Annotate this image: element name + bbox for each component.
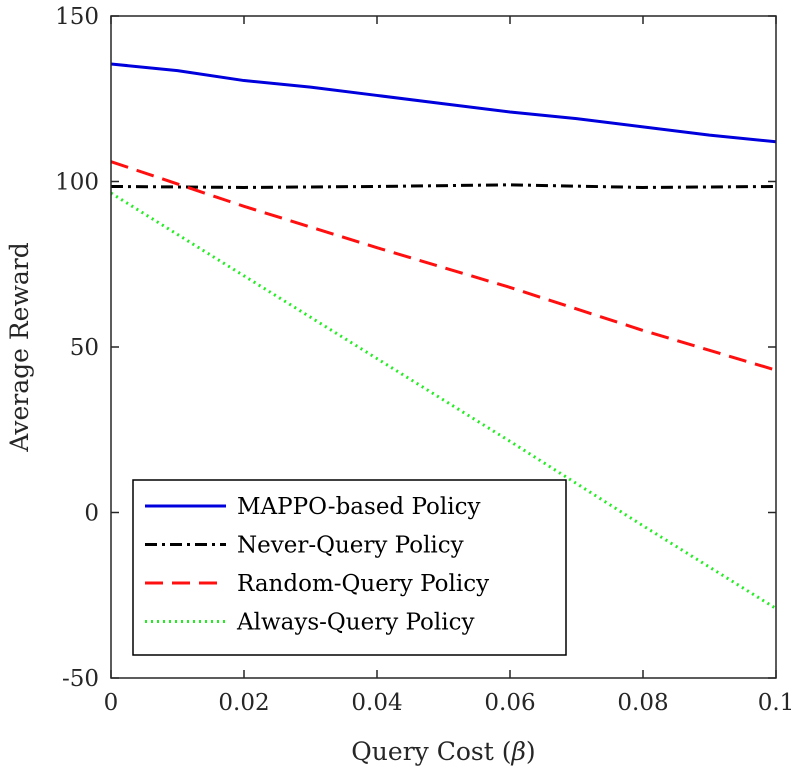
y-tick-label: 0 [84, 501, 99, 527]
legend-label-2: Never-Query Policy [237, 533, 464, 559]
x-tick-label: 0.02 [218, 690, 269, 716]
x-axis-label: Query Cost (β) [351, 737, 535, 766]
axes [110, 15, 777, 679]
x-tick-label: 0.1 [758, 690, 795, 716]
legend-box [132, 479, 567, 656]
series-line-1 [111, 62, 776, 144]
x-tick-label: 0.08 [617, 690, 668, 716]
x-axis-label-close: ) [526, 737, 536, 766]
y-tick-label: 50 [70, 335, 99, 361]
x-axis-label-text: Query Cost ( [351, 737, 511, 766]
legend-label-1: MAPPO-based Policy [237, 494, 480, 520]
y-tick-label: -50 [62, 666, 99, 692]
x-tick-label: 0.06 [484, 690, 535, 716]
series-line-4 [111, 191, 776, 610]
plot-area [111, 62, 776, 610]
y-tick-label: 100 [55, 170, 99, 196]
legend: MAPPO-based Policy Never-Query Policy Rand… [132, 479, 567, 656]
x-tick-label: 0.04 [351, 690, 402, 716]
x-tick-label: 0 [104, 690, 119, 716]
x-axis-label-symbol: β [510, 737, 525, 766]
series-line-3 [111, 160, 776, 372]
legend-label-3: Random-Query Policy [237, 571, 489, 597]
y-tick-label: 150 [55, 4, 99, 30]
series-line-2 [111, 183, 776, 189]
legend-label-4: Always-Query Policy [236, 610, 475, 636]
y-axis-label: Average Reward [5, 242, 34, 452]
